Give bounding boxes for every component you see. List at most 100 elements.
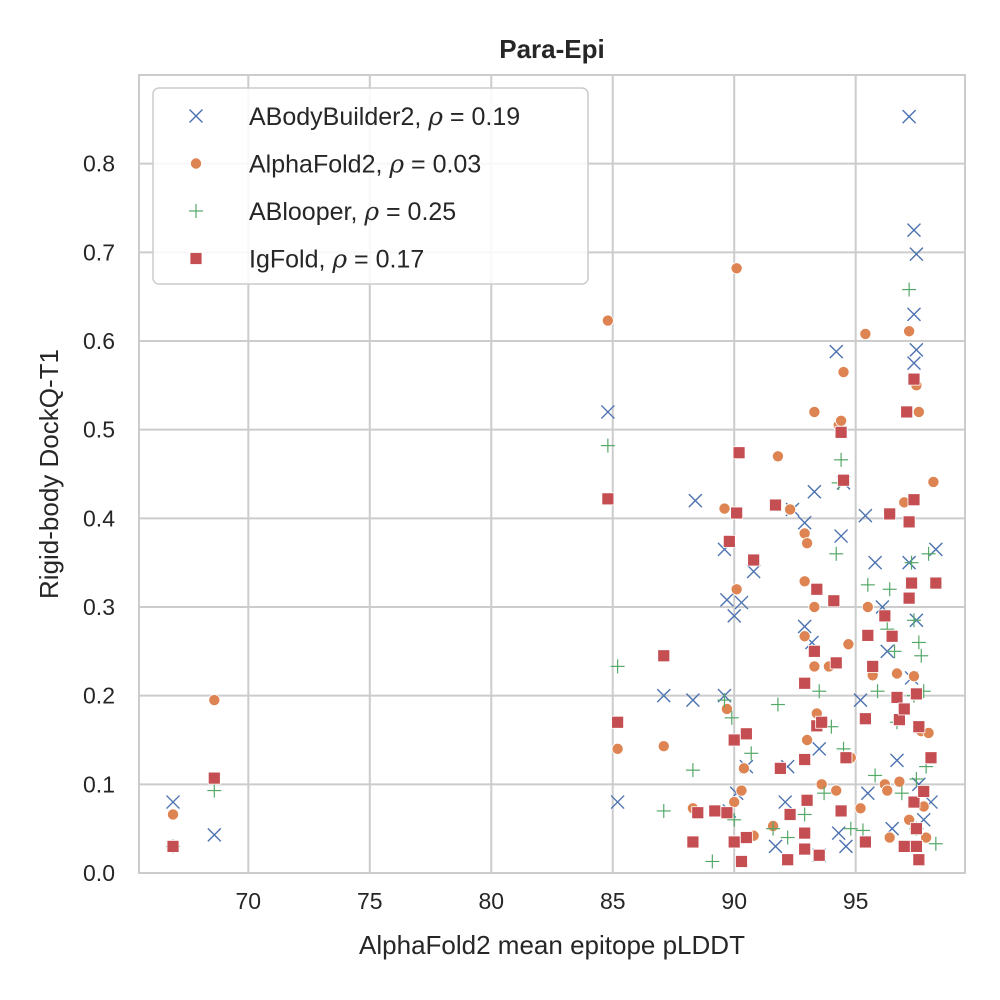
data-point xyxy=(727,812,742,827)
data-point xyxy=(906,356,921,371)
data-point xyxy=(717,693,732,708)
data-point xyxy=(656,803,671,818)
data-point xyxy=(900,405,914,419)
data-point xyxy=(815,778,828,791)
data-point xyxy=(730,506,744,520)
data-point xyxy=(835,414,848,427)
data-point xyxy=(728,796,741,809)
data-point xyxy=(798,676,812,690)
data-point xyxy=(902,109,917,124)
data-point xyxy=(842,638,855,651)
data-point xyxy=(780,830,795,845)
data-point xyxy=(730,583,743,596)
data-point xyxy=(771,450,784,463)
legend-entry-label: ABlooper, ρ = 0.25 xyxy=(249,197,456,226)
y-tick-label: 0.3 xyxy=(83,594,115,620)
x-tick-label: 70 xyxy=(236,888,262,914)
data-point xyxy=(718,502,731,515)
data-point xyxy=(610,659,625,674)
data-point xyxy=(889,753,904,768)
data-point xyxy=(878,609,892,623)
data-point xyxy=(730,262,743,275)
data-point xyxy=(866,660,880,673)
data-point xyxy=(868,768,883,783)
data-point xyxy=(831,826,846,841)
data-point xyxy=(691,806,705,820)
data-point xyxy=(611,715,624,729)
x-axis-label: AlphaFold2 mean epitope pLDDT xyxy=(359,930,745,960)
data-point xyxy=(798,575,811,588)
data-point xyxy=(860,577,875,592)
data-point xyxy=(829,656,843,670)
data-point xyxy=(827,594,841,608)
x-tick-label: 90 xyxy=(721,888,747,914)
data-point xyxy=(768,839,783,854)
data-point xyxy=(207,771,221,785)
data-point xyxy=(909,247,924,262)
data-point xyxy=(769,498,782,512)
x-tick-label: 85 xyxy=(600,888,626,914)
data-point xyxy=(928,836,943,851)
data-point xyxy=(798,826,812,840)
data-point xyxy=(927,475,940,488)
data-point xyxy=(902,282,917,297)
data-point xyxy=(778,795,793,810)
data-point xyxy=(858,712,872,726)
data-point xyxy=(708,804,722,818)
data-point xyxy=(893,713,906,727)
data-point xyxy=(907,795,921,809)
data-point xyxy=(858,835,872,849)
data-point xyxy=(881,784,894,797)
data-point xyxy=(860,786,875,801)
data-point xyxy=(912,405,925,418)
data-point xyxy=(907,670,920,683)
data-point xyxy=(924,751,938,765)
data-point xyxy=(167,808,180,821)
data-point xyxy=(817,786,832,801)
data-point xyxy=(902,591,916,605)
data-points xyxy=(166,109,943,869)
data-point xyxy=(773,761,787,775)
data-point xyxy=(887,644,902,659)
data-point xyxy=(834,804,848,818)
data-point xyxy=(912,853,926,867)
data-point xyxy=(610,795,625,810)
data-point xyxy=(905,576,918,590)
data-point xyxy=(600,404,615,419)
chart-title: Para-Epi xyxy=(499,34,605,64)
data-point xyxy=(600,438,615,453)
data-point xyxy=(907,372,921,386)
x-tick-label: 80 xyxy=(478,888,504,914)
data-point xyxy=(812,684,827,699)
data-point xyxy=(657,740,670,753)
data-point xyxy=(853,693,868,708)
data-point xyxy=(837,473,850,487)
data-point xyxy=(166,795,181,810)
data-point xyxy=(801,734,814,747)
data-point xyxy=(800,793,814,807)
data-point xyxy=(766,821,781,836)
legend-marker xyxy=(189,109,203,123)
data-point xyxy=(797,515,812,530)
data-point xyxy=(686,835,700,849)
data-point xyxy=(688,493,703,508)
data-point xyxy=(685,693,700,708)
data-point xyxy=(744,746,759,761)
series-alphafold2 xyxy=(167,262,940,844)
data-point xyxy=(893,775,906,788)
legend-entry-label: IgFold, ρ = 0.17 xyxy=(249,245,424,274)
data-point xyxy=(808,601,821,614)
data-point xyxy=(834,529,849,544)
data-point xyxy=(720,806,734,820)
data-point xyxy=(656,688,671,703)
data-point xyxy=(910,687,923,701)
data-point xyxy=(907,493,921,507)
data-point xyxy=(921,546,936,561)
data-point xyxy=(207,827,222,842)
data-point xyxy=(601,314,614,327)
data-point xyxy=(843,821,858,836)
data-point xyxy=(737,762,750,775)
data-point xyxy=(829,546,844,561)
data-point xyxy=(808,405,821,418)
data-point xyxy=(880,644,895,659)
